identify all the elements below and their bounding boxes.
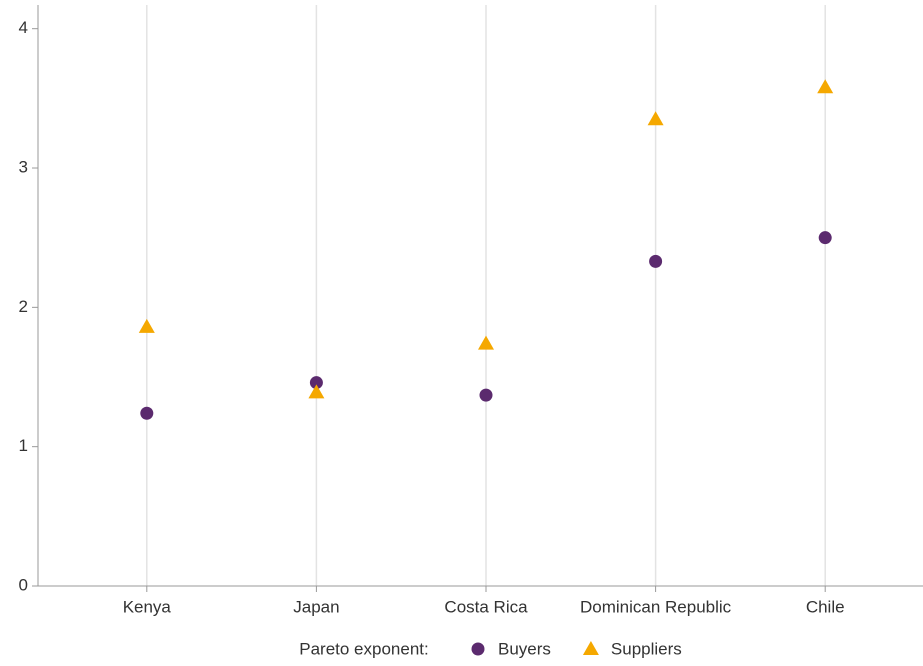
legend-label: Suppliers bbox=[611, 639, 682, 658]
x-tick-label: Costa Rica bbox=[444, 597, 528, 616]
y-tick-label: 4 bbox=[19, 18, 28, 37]
dot bbox=[647, 111, 664, 126]
dot bbox=[479, 388, 493, 402]
y-tick-label: 2 bbox=[19, 297, 28, 316]
legend-label: Buyers bbox=[498, 639, 551, 658]
legend-marker bbox=[471, 642, 485, 656]
dot bbox=[817, 79, 834, 94]
x-tick-label: Dominican Republic bbox=[580, 597, 732, 616]
dot bbox=[818, 231, 832, 245]
x-tick-label: Kenya bbox=[123, 597, 172, 616]
dot bbox=[649, 254, 663, 268]
x-tick-label: Chile bbox=[806, 597, 845, 616]
x-tick-label: Japan bbox=[293, 597, 339, 616]
legend-marker bbox=[582, 641, 599, 655]
dot bbox=[138, 318, 155, 333]
dot bbox=[140, 406, 154, 420]
dot bbox=[478, 335, 494, 350]
y-tick-label: 1 bbox=[19, 436, 28, 455]
dot bbox=[308, 384, 325, 399]
legend-title: Pareto exponent: bbox=[299, 639, 428, 658]
y-tick-label: 3 bbox=[19, 157, 28, 176]
dot bbox=[309, 376, 323, 390]
y-tick-label: 0 bbox=[19, 575, 28, 594]
